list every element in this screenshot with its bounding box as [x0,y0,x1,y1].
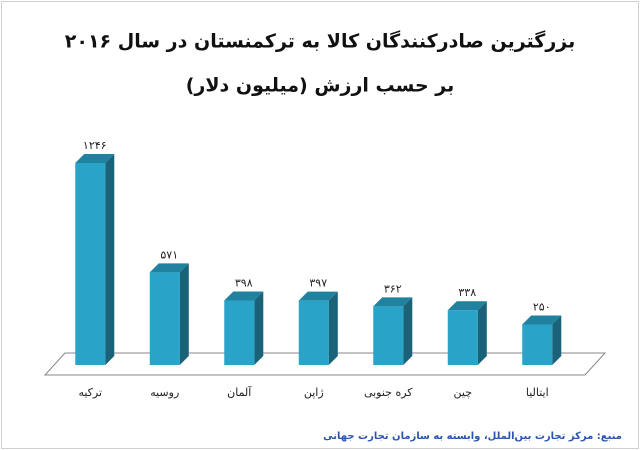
value-label: ۳۹۸ [235,276,253,289]
x-tick-label: ترکیه [78,386,102,399]
x-tick-label: ایتالیا [526,386,549,399]
bar-top [298,291,338,301]
bar-top [447,301,487,311]
bar-side [254,291,264,365]
x-tick-label: روسیه [150,386,179,399]
x-tick-label: آلمان [227,385,252,399]
x-tick-label: ژاپن [304,386,324,399]
bar-top [224,291,264,301]
bar-side-shade [552,315,562,365]
x-tick-label: چین [454,386,473,399]
bar-top [522,315,562,325]
bar-top-shade [298,291,338,301]
bar-top-shade [224,291,264,301]
bar-top [75,154,115,163]
bar [224,300,255,365]
bar-side-shade [254,291,264,365]
value-label: ۳۶۲ [384,282,402,295]
bar [373,306,404,365]
bar [298,300,329,365]
bar-side-shade [179,263,189,365]
bar [75,163,106,365]
bar-side [179,263,189,365]
bar-side-shade [403,297,413,365]
bar-side-shade [477,301,487,365]
value-label: ۱۲۴۶ [83,139,107,152]
bar [447,310,478,365]
bar-top-shade [75,154,115,163]
value-label: ۲۵۰ [533,300,551,313]
bar-side-shade [105,154,115,365]
value-label: ۳۳۸ [458,286,476,299]
x-tick-label: کره جنوبی [364,386,413,399]
bar-top [373,297,413,307]
bar [149,272,180,365]
bar-side-shade [328,291,338,365]
value-label: ۳۹۷ [309,277,327,290]
value-label: ۵۷۱ [160,248,178,261]
bar-side [328,291,338,365]
bar-top-shade [373,297,413,307]
chart-subtitle: بر حسب ارزش (میلیون دلار) [186,75,455,97]
bar-side [552,315,562,365]
bar-top-shade [149,263,189,273]
chart-title: بزرگترین صادرکنندگان کالا به ترکمنستان د… [65,30,575,53]
bar-top-shade [447,301,487,311]
bar-side [105,154,115,365]
bar-top [149,263,189,273]
bar-side [403,297,413,365]
bar-top-shade [522,315,562,325]
bar-side [477,301,487,365]
source: منبع: مرکز تجارت بین‌الملل، وابسته به سا… [323,431,622,442]
bar [522,324,553,365]
